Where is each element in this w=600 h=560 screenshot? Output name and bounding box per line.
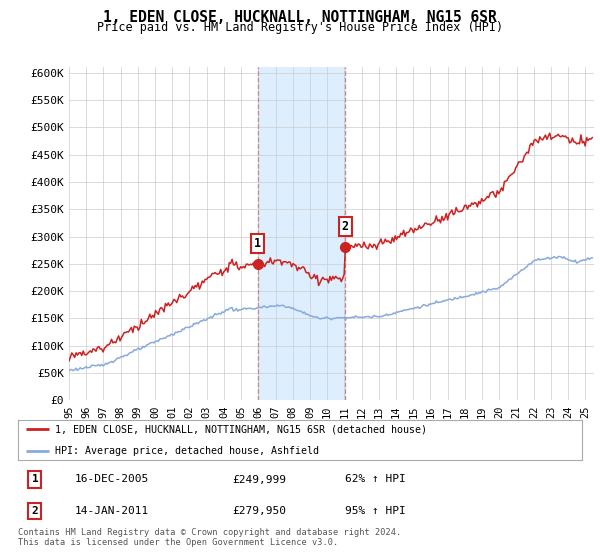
Text: 1: 1 bbox=[32, 474, 38, 484]
Text: 95% ↑ HPI: 95% ↑ HPI bbox=[345, 506, 406, 516]
Text: Price paid vs. HM Land Registry's House Price Index (HPI): Price paid vs. HM Land Registry's House … bbox=[97, 21, 503, 34]
Text: £249,999: £249,999 bbox=[232, 474, 286, 484]
Text: 1, EDEN CLOSE, HUCKNALL, NOTTINGHAM, NG15 6SR (detached house): 1, EDEN CLOSE, HUCKNALL, NOTTINGHAM, NG1… bbox=[55, 424, 427, 434]
Text: 62% ↑ HPI: 62% ↑ HPI bbox=[345, 474, 406, 484]
Bar bbox=[257, 67, 345, 400]
Text: 1, EDEN CLOSE, HUCKNALL, NOTTINGHAM, NG15 6SR: 1, EDEN CLOSE, HUCKNALL, NOTTINGHAM, NG1… bbox=[103, 10, 497, 25]
Text: 1: 1 bbox=[254, 237, 261, 250]
Text: Contains HM Land Registry data © Crown copyright and database right 2024.
This d: Contains HM Land Registry data © Crown c… bbox=[18, 528, 401, 547]
Text: 16-DEC-2005: 16-DEC-2005 bbox=[74, 474, 149, 484]
Text: £279,950: £279,950 bbox=[232, 506, 286, 516]
Text: 2: 2 bbox=[341, 220, 349, 234]
Text: 14-JAN-2011: 14-JAN-2011 bbox=[74, 506, 149, 516]
Text: 2: 2 bbox=[32, 506, 38, 516]
Text: HPI: Average price, detached house, Ashfield: HPI: Average price, detached house, Ashf… bbox=[55, 446, 319, 456]
